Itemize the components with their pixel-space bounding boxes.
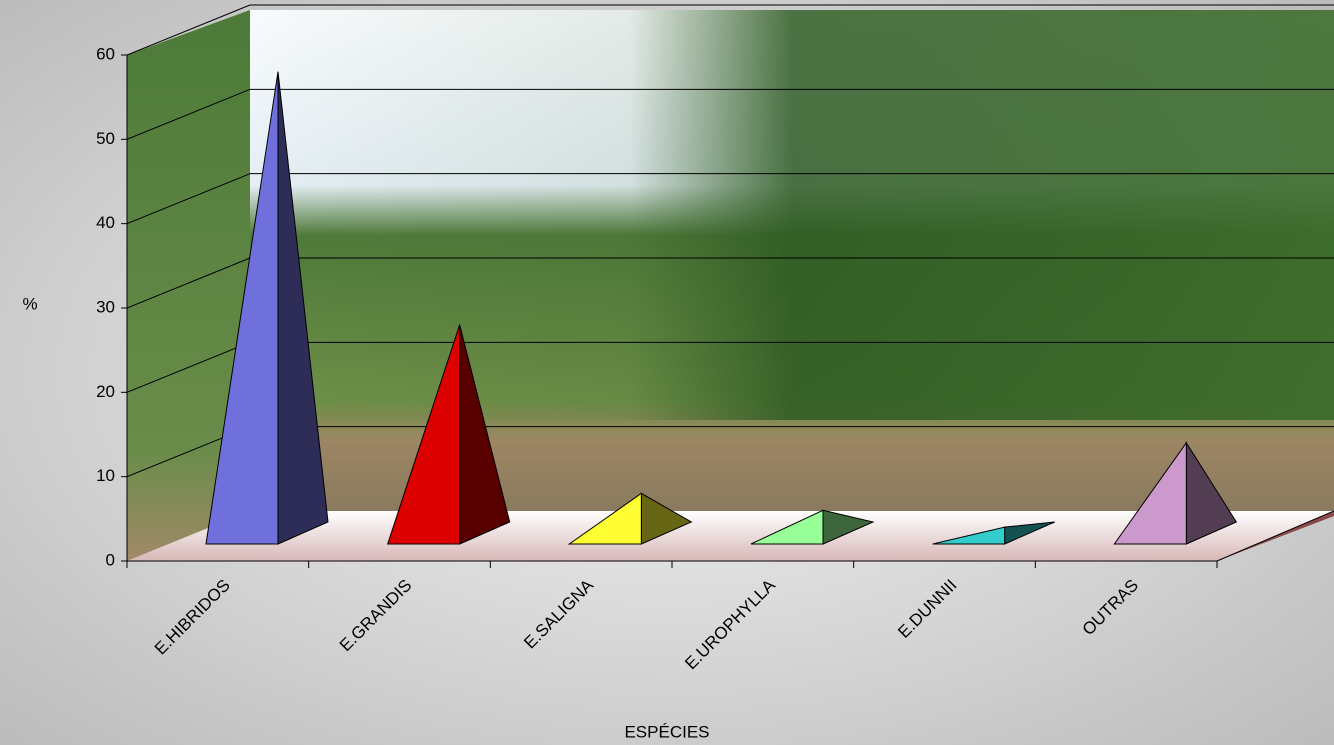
y-tick-label: 0 xyxy=(106,550,115,569)
floor-side xyxy=(1216,510,1334,562)
x-axis-title: ESPÉCIES xyxy=(624,722,709,741)
grid-line xyxy=(126,173,251,225)
pyramid-front-face xyxy=(386,324,461,545)
y-tick-label: 40 xyxy=(96,213,115,232)
pyramid-front-face xyxy=(1113,441,1187,545)
pyramid-front-face xyxy=(205,71,279,545)
pyramid xyxy=(205,71,329,545)
pyramid xyxy=(750,509,875,545)
pyramid xyxy=(567,492,693,545)
pyramid xyxy=(386,324,511,545)
back-wall-trees xyxy=(250,10,1334,420)
y-tick-label: 20 xyxy=(96,382,115,401)
pyramid-front-face xyxy=(567,492,642,545)
grid-line xyxy=(126,4,251,56)
y-tick-label: 10 xyxy=(96,466,115,485)
y-tick-label: 30 xyxy=(96,297,115,316)
left-wall xyxy=(127,10,250,561)
pyramid xyxy=(1113,441,1238,545)
pyramid-front-face xyxy=(750,509,824,545)
y-axis-title: % xyxy=(22,294,37,313)
grid-line xyxy=(126,88,251,140)
y-tick-label: 60 xyxy=(96,44,115,63)
grid-line xyxy=(126,257,251,309)
y-tick-label: 50 xyxy=(96,129,115,148)
pyramid-front-face xyxy=(932,526,1006,545)
pyramid xyxy=(932,521,1055,545)
grid-line xyxy=(126,341,251,393)
